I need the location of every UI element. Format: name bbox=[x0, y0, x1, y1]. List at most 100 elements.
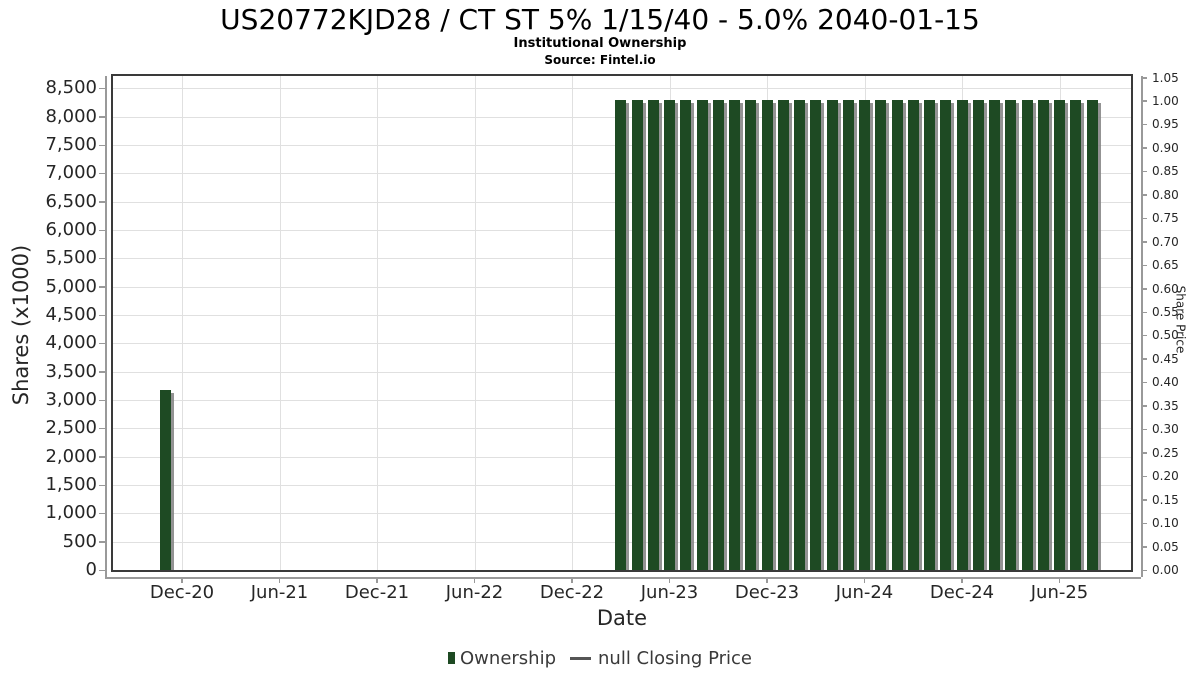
ownership-bar bbox=[794, 99, 805, 570]
x-tick bbox=[863, 577, 866, 583]
y-left-tick bbox=[99, 484, 105, 487]
y-right-tick-label: 0.75 bbox=[1152, 211, 1179, 226]
y-right-tick-label: 0.30 bbox=[1152, 422, 1179, 437]
price-line-dash-icon bbox=[570, 656, 592, 660]
y-right-tick bbox=[1141, 147, 1147, 149]
y-right-tick bbox=[1141, 569, 1147, 571]
ownership-bar bbox=[972, 99, 984, 570]
legend: Ownership null Closing Price bbox=[0, 645, 1200, 671]
y-right-tick-label: 0.85 bbox=[1152, 164, 1179, 179]
x-tick bbox=[181, 577, 183, 583]
x-tick bbox=[278, 577, 281, 583]
ownership-bar bbox=[859, 99, 870, 570]
ownership-swatch-icon bbox=[448, 652, 456, 664]
ownership-bar bbox=[745, 99, 757, 570]
y-right-tick bbox=[1141, 405, 1147, 407]
x-axis-title: Date bbox=[596, 606, 648, 630]
y-right-tick bbox=[1141, 334, 1147, 337]
ownership-bar bbox=[826, 99, 838, 570]
ownership-bar bbox=[680, 99, 692, 570]
y-right-tick-label: 0.45 bbox=[1152, 351, 1179, 366]
y-right-tick bbox=[1141, 100, 1147, 102]
y-right-tick bbox=[1141, 264, 1147, 267]
v-gridline bbox=[182, 76, 183, 570]
x-tick bbox=[571, 577, 573, 583]
y-left-tick bbox=[99, 371, 105, 373]
y-right-tick bbox=[1141, 241, 1147, 243]
ownership-bar bbox=[777, 99, 789, 570]
x-tick bbox=[473, 577, 476, 583]
y-right-tick-label: 0.80 bbox=[1152, 187, 1179, 202]
x-tick-label: Jun-25 bbox=[1030, 582, 1089, 603]
y-right-tick bbox=[1141, 452, 1147, 454]
ownership-bar bbox=[810, 99, 822, 570]
y-left-tick bbox=[99, 87, 105, 90]
ownership-bar bbox=[842, 99, 854, 570]
y-left-tick bbox=[99, 342, 105, 345]
y-right-tick bbox=[1141, 194, 1147, 196]
y-right-tick bbox=[1141, 311, 1147, 314]
y-left-tick-label: 3,000 bbox=[45, 389, 97, 411]
y-right-tick bbox=[1141, 77, 1147, 79]
y-right-tick bbox=[1141, 123, 1147, 126]
y-left-tick bbox=[99, 116, 105, 118]
ownership-bar bbox=[1005, 99, 1017, 570]
y-left-tick-label: 500 bbox=[62, 530, 97, 552]
ownership-bar bbox=[956, 99, 968, 570]
y-right-tick-label: 0.15 bbox=[1152, 492, 1179, 507]
x-tick-label: Dec-20 bbox=[149, 582, 215, 603]
ownership-bar bbox=[160, 389, 172, 570]
v-gridline bbox=[279, 76, 281, 570]
x-tick bbox=[668, 577, 671, 583]
y-left-tick-label: 2,500 bbox=[45, 417, 97, 439]
x-tick-label: Jun-24 bbox=[835, 582, 894, 603]
y-left-tick bbox=[99, 314, 105, 317]
y-right-tick-label: 0.65 bbox=[1152, 258, 1179, 273]
y-right-tick-label: 0.55 bbox=[1152, 305, 1179, 320]
ownership-bar bbox=[891, 99, 903, 570]
ownership-bar bbox=[1037, 99, 1049, 570]
y-left-tick bbox=[99, 257, 105, 260]
y-right-tick-label: 1.00 bbox=[1152, 93, 1179, 108]
x-tick-label: Jun-21 bbox=[250, 582, 309, 603]
y-left-tick-label: 6,000 bbox=[45, 219, 97, 241]
y-right-tick bbox=[1141, 217, 1147, 220]
y-left-tick bbox=[99, 286, 105, 288]
ownership-bar bbox=[924, 99, 935, 570]
y-right-tick-label: 0.95 bbox=[1152, 117, 1179, 132]
y-right-tick-label: 0.10 bbox=[1152, 516, 1179, 531]
y-right-tick-label: 0.20 bbox=[1152, 469, 1179, 484]
x-tick-label: Jun-23 bbox=[640, 582, 699, 603]
y-left-tick-label: 5,500 bbox=[45, 247, 97, 269]
y-left-tick-label: 4,000 bbox=[45, 332, 97, 354]
v-gridline bbox=[377, 76, 378, 570]
x-tick-label: Dec-23 bbox=[734, 582, 800, 603]
h-gridline bbox=[113, 88, 1131, 90]
y-left-tick-label: 1,500 bbox=[45, 474, 97, 496]
y-left-tick-label: 4,500 bbox=[45, 304, 97, 326]
y-right-tick bbox=[1141, 358, 1147, 360]
x-tick bbox=[1058, 577, 1061, 583]
ownership-bar bbox=[712, 99, 724, 570]
chart-title: US20772KJD28 / CT ST 5% 1/15/40 - 5.0% 2… bbox=[220, 3, 980, 36]
y-right-tick-label: 0.40 bbox=[1152, 375, 1179, 390]
axis-spine-right bbox=[1141, 76, 1143, 577]
ownership-bar bbox=[647, 99, 659, 570]
y-right-tick bbox=[1141, 428, 1147, 431]
y-right-tick-label: 0.05 bbox=[1152, 539, 1179, 554]
ownership-bar bbox=[761, 99, 773, 570]
x-tick-label: Dec-21 bbox=[344, 582, 410, 603]
x-tick bbox=[766, 577, 768, 583]
y-left-tick-label: 2,000 bbox=[45, 445, 97, 467]
y-left-tick bbox=[99, 229, 105, 232]
y-right-tick-label: 0.25 bbox=[1152, 445, 1179, 460]
ownership-bar bbox=[875, 99, 887, 570]
chart-subtitle: Institutional Ownership bbox=[513, 36, 687, 51]
x-tick bbox=[376, 577, 378, 583]
x-tick-label: Dec-24 bbox=[929, 582, 995, 603]
ownership-bar bbox=[907, 99, 919, 570]
y-right-tick-label: 0.00 bbox=[1152, 563, 1179, 577]
y-right-tick bbox=[1141, 288, 1147, 290]
y-left-tick bbox=[99, 541, 105, 543]
